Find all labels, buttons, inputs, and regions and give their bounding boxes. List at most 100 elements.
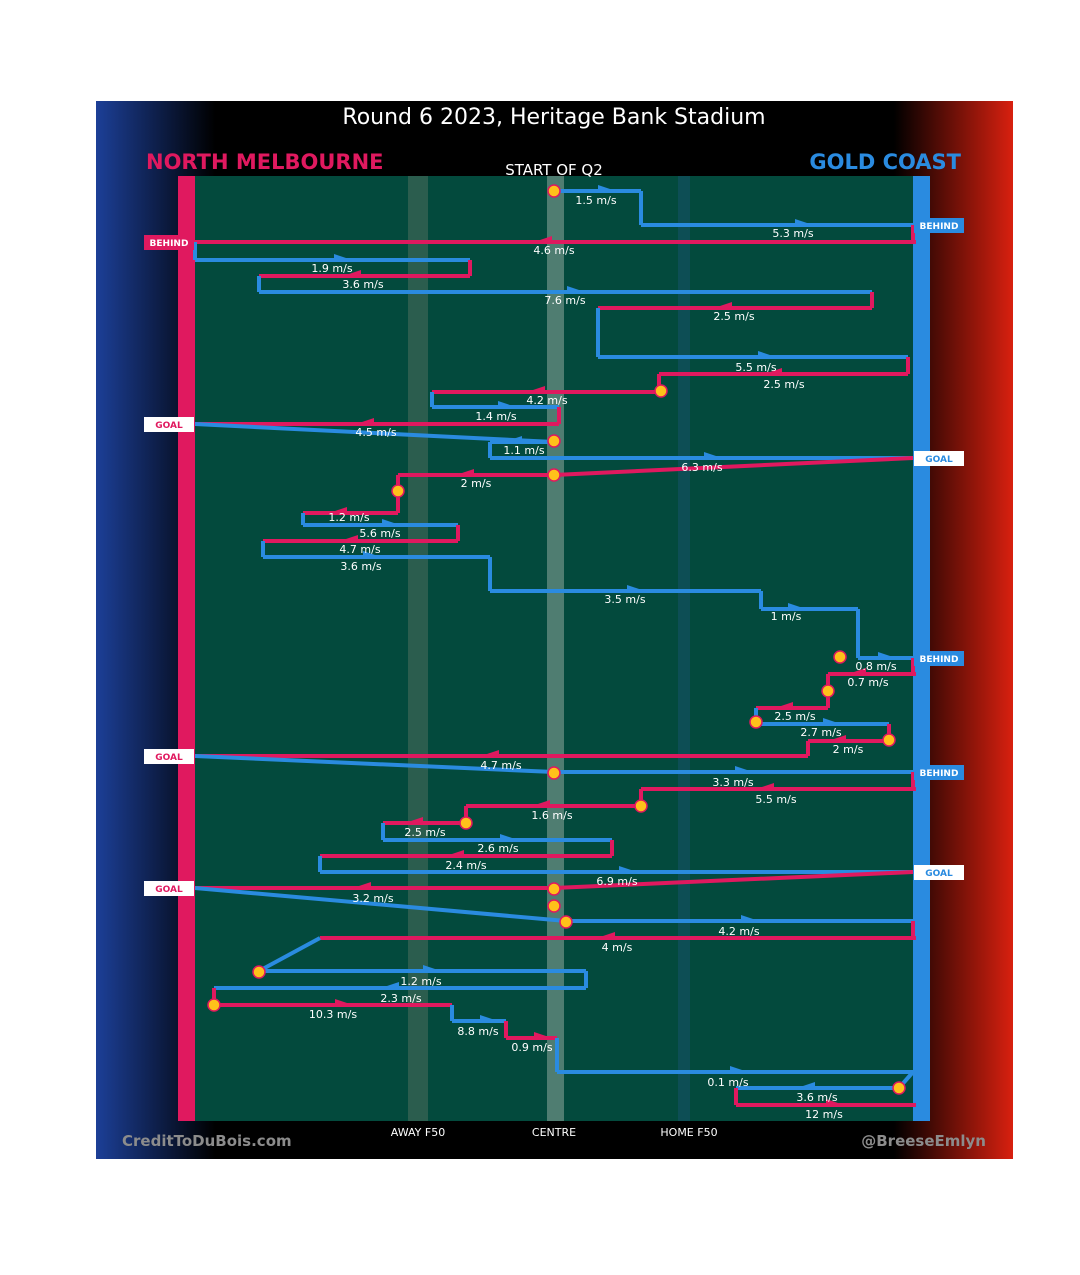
event-arrow bbox=[619, 866, 637, 873]
stoppage-marker bbox=[547, 434, 561, 448]
result-badge bbox=[914, 218, 964, 233]
stoppage-marker bbox=[749, 715, 763, 729]
stoppage-marker bbox=[547, 882, 561, 896]
event-connector bbox=[258, 936, 321, 973]
event-arrow bbox=[627, 585, 645, 592]
event-arrow bbox=[823, 718, 841, 725]
speed-label: 2 m/s bbox=[833, 743, 864, 756]
speed-label: 4.7 m/s bbox=[339, 543, 380, 556]
centre-stripe bbox=[547, 176, 564, 1121]
event-arrow bbox=[758, 351, 776, 358]
home-f50-label: HOME F50 bbox=[660, 1126, 717, 1139]
chart-title: Round 6 2023, Heritage Bank Stadium bbox=[342, 105, 765, 130]
event-arrow bbox=[329, 507, 347, 514]
speed-label: 4.2 m/s bbox=[718, 925, 759, 938]
speed-label: 0.7 m/s bbox=[847, 676, 888, 689]
event-connector bbox=[553, 456, 914, 477]
event-arrow bbox=[353, 882, 371, 889]
result-label: BEHIND bbox=[920, 655, 959, 665]
event-arrow bbox=[704, 452, 722, 459]
speed-label: 10.3 m/s bbox=[309, 1008, 357, 1021]
centre-label: CENTRE bbox=[532, 1126, 576, 1139]
event-arrow bbox=[714, 302, 732, 309]
speed-label: 3.3 m/s bbox=[712, 776, 753, 789]
result-label: GOAL bbox=[925, 869, 953, 879]
speed-label: 2.3 m/s bbox=[380, 992, 421, 1005]
speed-label: 0.8 m/s bbox=[855, 660, 896, 673]
event-arrow bbox=[334, 254, 352, 261]
stoppage-marker bbox=[391, 484, 405, 498]
speed-label: 4.5 m/s bbox=[355, 426, 396, 439]
stoppage-marker bbox=[654, 384, 668, 398]
event-arrow bbox=[775, 702, 793, 709]
chart-subtitle: START OF Q2 bbox=[505, 161, 603, 179]
result-label: GOAL bbox=[155, 753, 183, 763]
result-label: GOAL bbox=[925, 455, 953, 465]
event-arrow bbox=[598, 185, 616, 192]
speed-label: 7.6 m/s bbox=[544, 294, 585, 307]
result-badge bbox=[914, 451, 964, 466]
event-arrow bbox=[456, 469, 474, 476]
stoppage-marker bbox=[207, 998, 221, 1012]
chart: Round 6 2023, Heritage Bank Stadium NORT… bbox=[96, 101, 1013, 1159]
speed-label: 3.5 m/s bbox=[604, 593, 645, 606]
result-label: BEHIND bbox=[150, 239, 189, 249]
chart-svg: Round 6 2023, Heritage Bank Stadium NORT… bbox=[96, 101, 1013, 1159]
speed-label: 2.5 m/s bbox=[763, 378, 804, 391]
event-arrow bbox=[730, 1066, 748, 1073]
event-arrow bbox=[423, 965, 441, 972]
stoppage-marker bbox=[252, 965, 266, 979]
result-label: GOAL bbox=[155, 885, 183, 895]
event-arrow bbox=[878, 652, 896, 659]
event-arrow bbox=[756, 783, 774, 790]
speed-label: 2.5 m/s bbox=[404, 826, 445, 839]
stoppage-marker bbox=[547, 899, 561, 913]
event-arrow bbox=[532, 800, 550, 807]
event-arrow bbox=[534, 1032, 552, 1039]
home-f50-stripe bbox=[678, 176, 690, 1121]
left-team-name: NORTH MELBOURNE bbox=[146, 150, 384, 174]
event-arrow bbox=[788, 603, 806, 610]
stoppage-marker bbox=[559, 915, 573, 929]
event-arrow bbox=[480, 1015, 498, 1022]
speed-label: 5.3 m/s bbox=[772, 227, 813, 240]
result-badge bbox=[144, 881, 194, 896]
event-arrow bbox=[405, 817, 423, 824]
stoppage-marker bbox=[547, 468, 561, 482]
left-goal-bar bbox=[178, 176, 195, 1121]
result-label: GOAL bbox=[155, 421, 183, 431]
speed-label: 2.6 m/s bbox=[477, 842, 518, 855]
event-arrow bbox=[498, 401, 516, 408]
speed-label: 1.9 m/s bbox=[311, 262, 352, 275]
credit-right: @BreeseEmlyn bbox=[861, 1132, 986, 1150]
speed-label: 2 m/s bbox=[461, 477, 492, 490]
result-badge bbox=[914, 865, 964, 880]
event-arrow bbox=[741, 915, 759, 922]
stoppage-marker bbox=[833, 650, 847, 664]
event-arrow bbox=[446, 850, 464, 857]
event-arrow bbox=[735, 766, 753, 773]
speed-label: 3.2 m/s bbox=[352, 892, 393, 905]
stoppage-marker bbox=[459, 816, 473, 830]
event-connector bbox=[194, 422, 555, 444]
speed-label: 1 m/s bbox=[771, 610, 802, 623]
speed-label: 3.6 m/s bbox=[342, 278, 383, 291]
speed-label: 5.6 m/s bbox=[359, 527, 400, 540]
event-arrow bbox=[828, 735, 846, 742]
speed-label: 4.2 m/s bbox=[526, 394, 567, 407]
event-arrow bbox=[363, 551, 381, 558]
away-f50-label: AWAY F50 bbox=[391, 1126, 445, 1139]
stoppage-marker bbox=[821, 684, 835, 698]
event-connector bbox=[553, 870, 914, 890]
event-arrow bbox=[848, 668, 866, 675]
speed-label: 8.8 m/s bbox=[457, 1025, 498, 1038]
event-arrow bbox=[527, 386, 545, 393]
stoppage-marker bbox=[634, 799, 648, 813]
speed-label: 4.7 m/s bbox=[480, 759, 521, 772]
speed-label: 1.1 m/s bbox=[503, 444, 544, 457]
result-badge bbox=[914, 651, 964, 666]
speed-label: 1.2 m/s bbox=[328, 511, 369, 524]
speed-label: 6.9 m/s bbox=[596, 875, 637, 888]
event-arrow bbox=[597, 932, 615, 939]
event-arrow bbox=[335, 999, 353, 1006]
